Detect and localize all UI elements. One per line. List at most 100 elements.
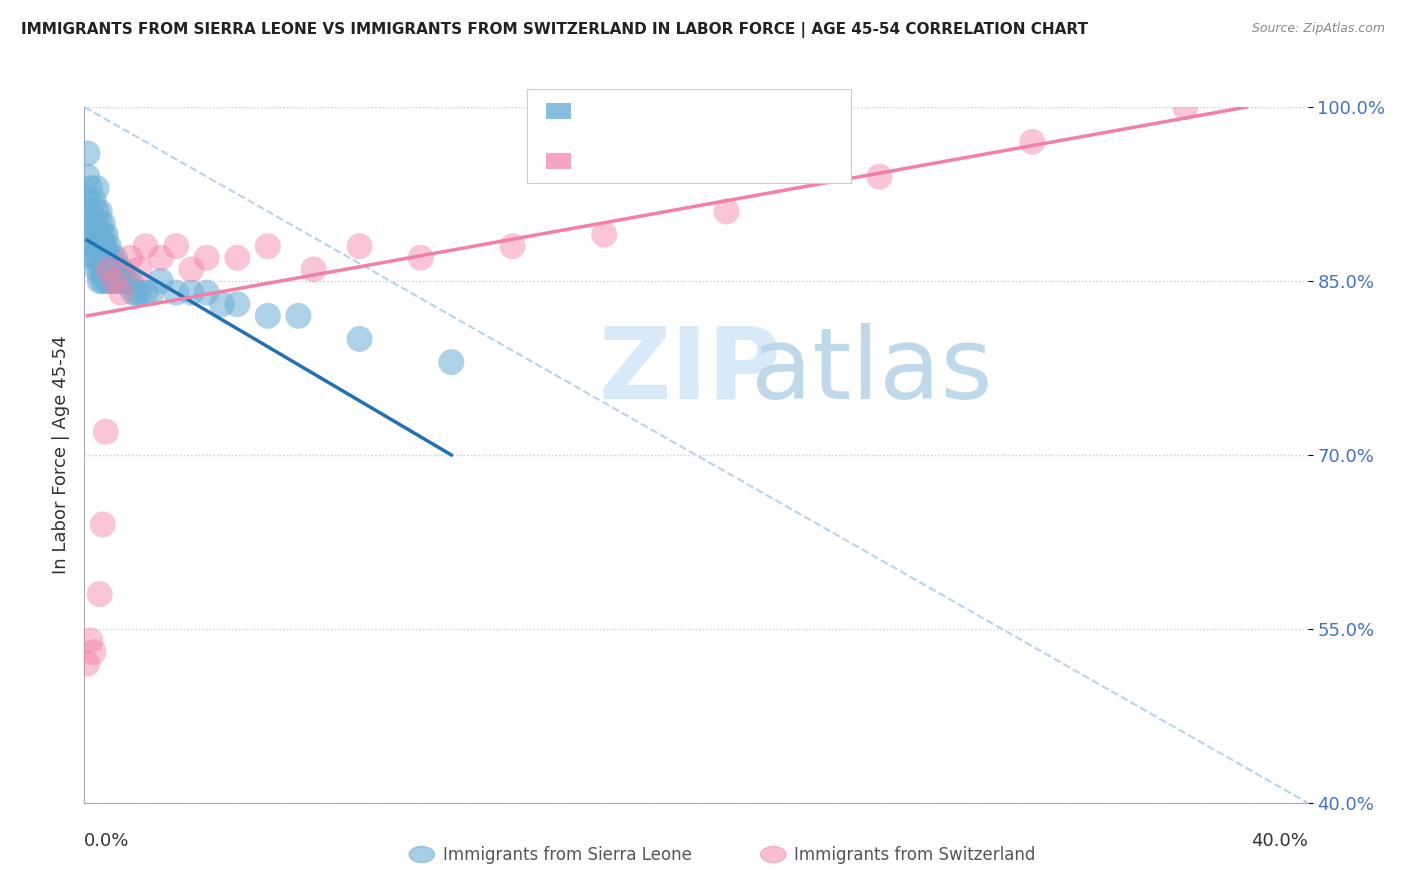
Point xyxy=(89,587,111,601)
Point xyxy=(83,227,105,242)
Text: 0.0%: 0.0% xyxy=(84,831,129,850)
Point xyxy=(86,251,108,265)
Text: IMMIGRANTS FROM SIERRA LEONE VS IMMIGRANTS FROM SWITZERLAND IN LABOR FORCE | AGE: IMMIGRANTS FROM SIERRA LEONE VS IMMIGRAN… xyxy=(21,22,1088,38)
Point xyxy=(104,274,127,288)
Text: N =: N = xyxy=(655,152,692,169)
Point xyxy=(83,216,105,230)
Y-axis label: In Labor Force | Age 45-54: In Labor Force | Age 45-54 xyxy=(52,335,70,574)
Point xyxy=(91,274,114,288)
Point xyxy=(89,262,111,277)
Point xyxy=(1021,135,1043,149)
Point xyxy=(226,251,249,265)
Text: Immigrants from Switzerland: Immigrants from Switzerland xyxy=(794,846,1036,863)
Point xyxy=(115,274,138,288)
Point xyxy=(195,285,218,300)
Point xyxy=(89,239,111,253)
Point xyxy=(76,169,98,184)
Point xyxy=(120,274,142,288)
Point xyxy=(104,251,127,265)
Point xyxy=(149,251,172,265)
Point xyxy=(287,309,309,323)
Point xyxy=(195,251,218,265)
Point xyxy=(440,355,463,369)
Point xyxy=(165,285,187,300)
Point xyxy=(86,262,108,277)
Text: N =: N = xyxy=(655,101,692,119)
Point xyxy=(86,181,108,195)
Point xyxy=(122,285,145,300)
Point xyxy=(89,251,111,265)
Point xyxy=(86,227,108,242)
Text: 28: 28 xyxy=(679,152,702,169)
Text: ZIP: ZIP xyxy=(598,323,780,420)
Point xyxy=(91,239,114,253)
Point xyxy=(79,204,101,219)
Point xyxy=(112,274,135,288)
Point xyxy=(83,193,105,207)
Point xyxy=(86,239,108,253)
Point xyxy=(101,274,124,288)
Point xyxy=(89,274,111,288)
Text: 40.0%: 40.0% xyxy=(1251,831,1308,850)
Point xyxy=(120,251,142,265)
Point xyxy=(716,204,738,219)
Point xyxy=(141,285,163,300)
Point xyxy=(97,251,120,265)
Point xyxy=(226,297,249,311)
Point xyxy=(101,251,124,265)
Point xyxy=(257,309,280,323)
Point xyxy=(91,227,114,242)
Point xyxy=(211,297,233,311)
Point xyxy=(97,262,120,277)
Point xyxy=(302,262,325,277)
Point xyxy=(91,262,114,277)
Point xyxy=(79,181,101,195)
Point xyxy=(79,633,101,648)
Point xyxy=(593,227,616,242)
Point xyxy=(107,262,129,277)
Point xyxy=(94,262,117,277)
Point xyxy=(91,216,114,230)
Point xyxy=(83,251,105,265)
Point xyxy=(110,285,132,300)
Point xyxy=(104,274,127,288)
Point xyxy=(165,239,187,253)
Point xyxy=(107,274,129,288)
Text: 68: 68 xyxy=(679,101,702,119)
Point xyxy=(79,216,101,230)
Point xyxy=(94,251,117,265)
Point xyxy=(110,262,132,277)
Point xyxy=(149,274,172,288)
Point xyxy=(349,239,371,253)
Point xyxy=(83,645,105,659)
Point xyxy=(349,332,371,346)
Point xyxy=(135,285,157,300)
Text: atlas: atlas xyxy=(751,323,993,420)
Point xyxy=(76,193,98,207)
Point xyxy=(97,262,120,277)
Text: Immigrants from Sierra Leone: Immigrants from Sierra Leone xyxy=(443,846,692,863)
Point xyxy=(97,239,120,253)
Point xyxy=(79,239,101,253)
Point xyxy=(125,285,148,300)
Point xyxy=(76,657,98,671)
Point xyxy=(94,227,117,242)
Point xyxy=(409,251,432,265)
Point xyxy=(110,274,132,288)
Point xyxy=(94,274,117,288)
Point xyxy=(86,204,108,219)
Text: R =: R = xyxy=(578,101,614,119)
Point xyxy=(180,262,202,277)
Text: 0.469: 0.469 xyxy=(602,152,654,169)
Point xyxy=(180,285,202,300)
Point xyxy=(91,251,114,265)
Text: R =: R = xyxy=(578,152,614,169)
Text: -0.315: -0.315 xyxy=(602,101,661,119)
Point xyxy=(94,425,117,439)
Point xyxy=(502,239,524,253)
Point xyxy=(94,239,117,253)
Point xyxy=(83,239,105,253)
Point xyxy=(257,239,280,253)
Point xyxy=(97,274,120,288)
Point xyxy=(89,216,111,230)
